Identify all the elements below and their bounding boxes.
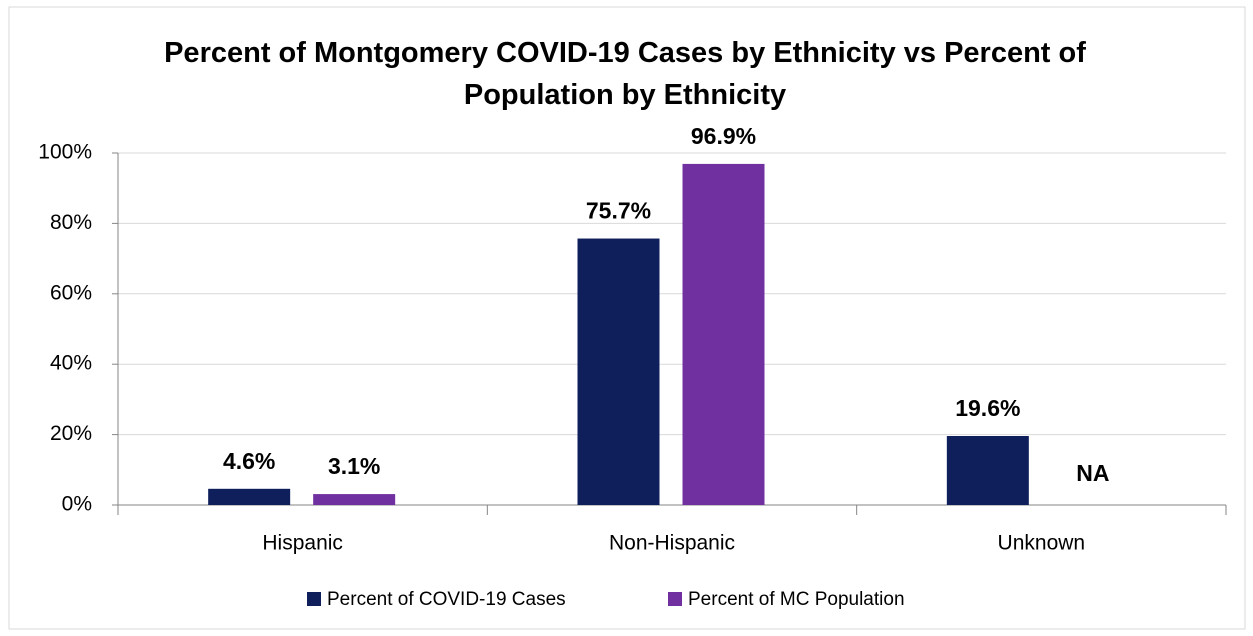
bar	[313, 494, 396, 505]
x-tick-label: Unknown	[998, 532, 1086, 555]
value-label: 3.1%	[328, 453, 380, 479]
y-tick-label: 0%	[62, 493, 92, 516]
chart-title: Percent of Montgomery COVID-19 Cases by …	[164, 37, 1086, 111]
value-label: 75.7%	[586, 198, 651, 224]
bar	[208, 488, 291, 505]
legend-swatch	[307, 592, 321, 606]
y-tick-label: 20%	[50, 422, 92, 445]
value-label: 96.9%	[691, 123, 756, 149]
y-tick-label: 40%	[50, 352, 92, 375]
x-tick-label: Non-Hispanic	[609, 532, 735, 555]
legend-label: Percent of MC Population	[688, 589, 905, 610]
y-tick-label: 60%	[50, 281, 92, 304]
value-label: 19.6%	[955, 395, 1020, 421]
bar	[682, 163, 765, 506]
x-tick-label: Hispanic	[262, 532, 343, 555]
bar	[946, 436, 1029, 505]
legend-label: Percent of COVID-19 Cases	[327, 589, 566, 610]
y-tick-label: 100%	[38, 141, 92, 164]
y-tick-label: 80%	[50, 211, 92, 234]
value-label: 4.6%	[223, 448, 275, 474]
value-label: NA	[1076, 460, 1109, 486]
bar	[577, 238, 660, 505]
legend-swatch	[668, 592, 682, 606]
chart-border	[8, 6, 1246, 630]
